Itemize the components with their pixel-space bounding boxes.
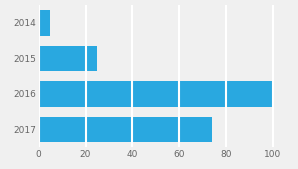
- Bar: [39, 81, 273, 107]
- Bar: [39, 116, 212, 142]
- Bar: [39, 10, 50, 36]
- Bar: [39, 45, 97, 71]
